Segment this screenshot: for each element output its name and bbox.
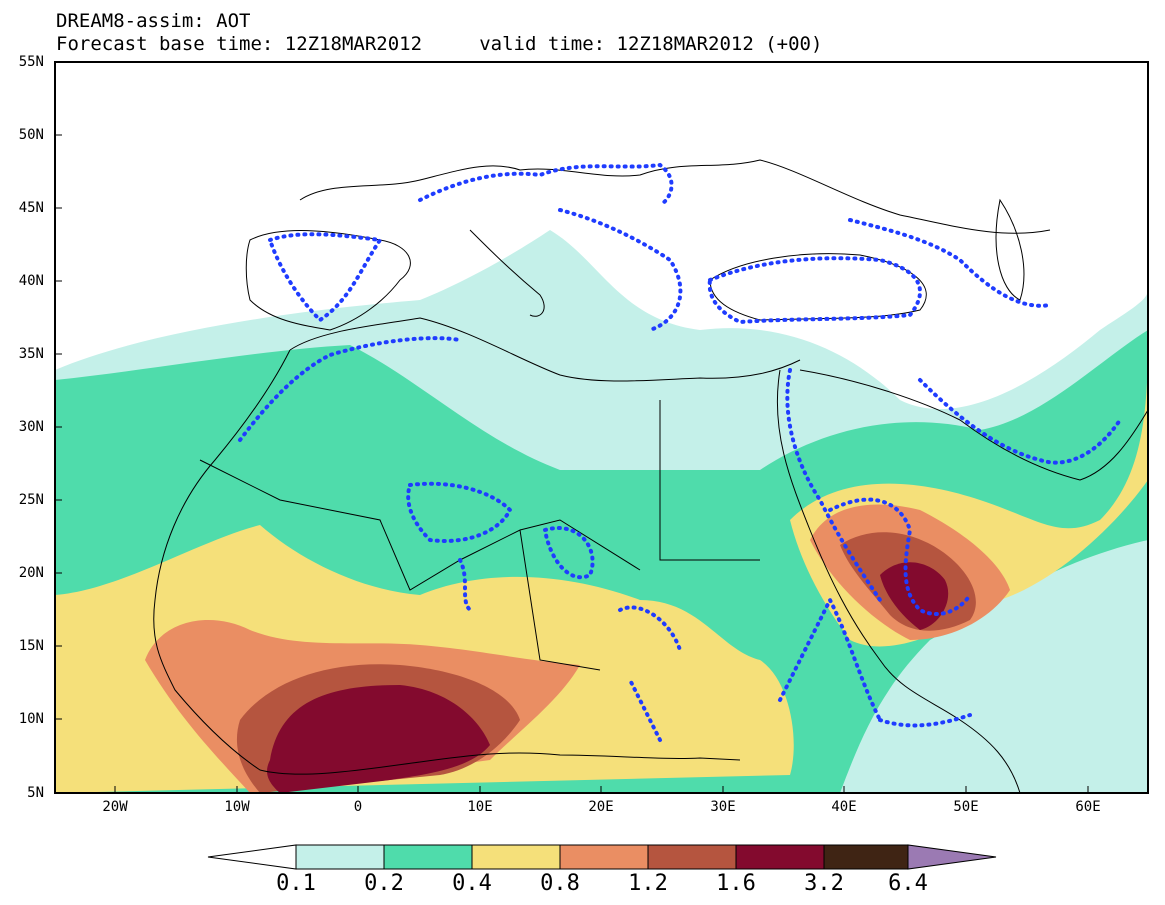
lat-label: 25N <box>18 492 44 508</box>
red-sea-coast <box>776 369 1021 793</box>
lon-label: 0 <box>353 799 363 815</box>
lat-label: 40N <box>18 273 44 289</box>
italy-coast <box>469 229 545 317</box>
colorbar-label: 0.2 <box>364 871 404 896</box>
colorbar <box>207 844 997 870</box>
arabia-coast <box>799 369 1148 481</box>
lon-label: 10W <box>224 799 250 815</box>
assimilation-contours <box>238 162 1122 742</box>
contour-chad <box>458 558 472 612</box>
black-sea <box>709 253 927 321</box>
lon-label: 10E <box>467 799 493 815</box>
europe-coast <box>299 159 1051 234</box>
contour-northafrica <box>238 336 462 442</box>
colorbar-box-2 <box>383 844 473 870</box>
contour-persia <box>918 378 1122 465</box>
coastlines <box>153 159 1148 793</box>
caspian <box>995 198 1025 301</box>
lon-label: 20W <box>102 799 128 815</box>
lat-label: 10N <box>18 711 44 727</box>
contour-iran-north <box>848 218 1052 308</box>
colorbar-box-1 <box>295 844 385 870</box>
lat-label: 55N <box>18 54 44 70</box>
colorbar-label: 3.2 <box>804 871 844 896</box>
colorbar-label: 0.1 <box>276 871 316 896</box>
colorbar-label: 0.4 <box>452 871 492 896</box>
contour-europe <box>418 162 674 207</box>
colorbar-label: 1.2 <box>628 871 668 896</box>
contour-balkan <box>558 208 683 332</box>
iberia-coast <box>245 230 411 331</box>
lat-label: 50N <box>18 127 44 143</box>
lat-label: 35N <box>18 346 44 362</box>
west-africa-coast <box>153 349 741 775</box>
lat-label: 15N <box>18 638 44 654</box>
contour-eastafrica <box>778 595 882 722</box>
colorbar-box-5 <box>647 844 737 870</box>
colorbar-label: 1.6 <box>716 871 756 896</box>
lon-label: 60E <box>1075 799 1101 815</box>
aot-field <box>55 230 1148 793</box>
contour-ethiopia <box>618 605 682 652</box>
colorbar-box-7 <box>823 844 909 870</box>
contour-turkey <box>707 256 922 325</box>
contour-arabia <box>828 497 972 616</box>
colorbar-box-4 <box>559 844 649 870</box>
lat-label: 45N <box>18 200 44 216</box>
africa-borders <box>199 400 760 671</box>
lat-label: 30N <box>18 419 44 435</box>
contour-redsea <box>785 368 882 602</box>
colorbar-below <box>207 844 297 870</box>
contour-horn <box>878 713 972 728</box>
contour-iberia <box>267 232 384 323</box>
colorbar-box-3 <box>471 844 561 870</box>
lat-label: 5N <box>27 785 44 801</box>
forecast-time-line: Forecast base time: 12Z18MAR2012 valid t… <box>56 33 823 55</box>
lon-label: 20E <box>588 799 614 815</box>
axis-ticks <box>55 61 1089 793</box>
lon-label: 30E <box>710 799 736 815</box>
lon-label: 40E <box>831 799 857 815</box>
colorbar-label: 6.4 <box>888 871 928 896</box>
colorbar-above <box>907 844 997 870</box>
lat-label: 20N <box>18 565 44 581</box>
lon-label: 50E <box>953 799 979 815</box>
north-africa-coast <box>289 317 801 382</box>
colorbar-label: 0.8 <box>540 871 580 896</box>
contour-central <box>628 678 662 742</box>
chart-title: DREAM8-assim: AOT <box>56 10 251 32</box>
colorbar-box-6 <box>735 844 825 870</box>
aot-band-1.6 <box>267 685 490 793</box>
contour-sudan <box>542 526 595 580</box>
